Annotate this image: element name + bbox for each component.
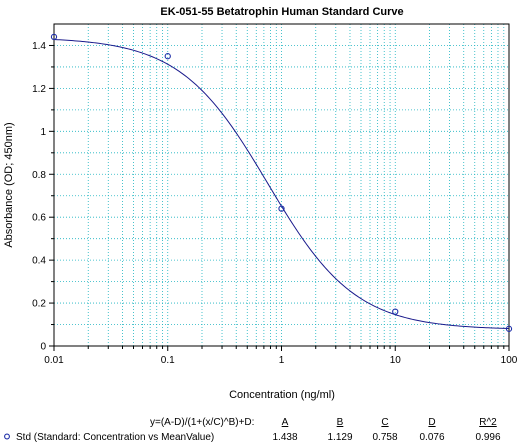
fit-param-header: A	[282, 417, 289, 428]
y-tick-label: 1.4	[32, 41, 46, 52]
y-axis-label: Absorbance (OD; 450nm)	[3, 122, 15, 247]
data-point	[278, 205, 285, 212]
grid-lines	[54, 24, 509, 346]
x-axis-label: Concentration (ng/ml)	[229, 389, 335, 401]
fit-param-value: 0.758	[372, 432, 397, 443]
x-tick-label: 10	[390, 355, 402, 366]
x-tick-label: 1	[279, 355, 285, 366]
data-point	[505, 325, 513, 332]
data-points	[50, 33, 513, 332]
axes: 0.01 0.1 1 10 100 0 0.2 0.4 0.6 0.8 1 1.2 1.4	[32, 41, 518, 366]
x-tick-label: 100	[501, 355, 518, 366]
fit-param-value: 0.996	[475, 432, 500, 443]
y-tick-label: 0	[40, 342, 46, 353]
legend-series-label: Std (Standard: Concentration vs MeanValu…	[16, 432, 214, 443]
x-tick-label: 0.01	[44, 355, 64, 366]
fit-param-header: D	[428, 417, 435, 428]
fit-equation: y=(A-D)/(1+(x/C)^B)+D:	[150, 417, 254, 428]
fit-param-value: 0.076	[419, 432, 444, 443]
y-tick-label: 1.2	[32, 84, 46, 95]
data-point	[392, 308, 399, 315]
fit-param-header: C	[381, 417, 388, 428]
y-tick-label: 0.6	[32, 213, 46, 224]
x-tick-label: 0.1	[161, 355, 175, 366]
y-tick-label: 0.4	[32, 256, 46, 267]
fit-param-value: 1.129	[327, 432, 352, 443]
legend: y=(A-D)/(1+(x/C)^B)+D: A 1.438 B 1.129 C 0.758…	[4, 417, 501, 443]
y-tick-label: 1	[40, 127, 46, 138]
data-point	[164, 53, 171, 60]
fit-param-header: B	[337, 417, 344, 428]
legend-marker-icon	[4, 433, 10, 440]
fit-param-header: R^2	[479, 417, 497, 428]
data-point	[50, 33, 58, 41]
y-tick-label: 0.2	[32, 299, 46, 310]
chart-title: EK-051-55 Betatrophin Human Standard Cur…	[160, 6, 403, 18]
fit-param-value: 1.438	[272, 432, 297, 443]
y-tick-label: 0.8	[32, 170, 46, 181]
